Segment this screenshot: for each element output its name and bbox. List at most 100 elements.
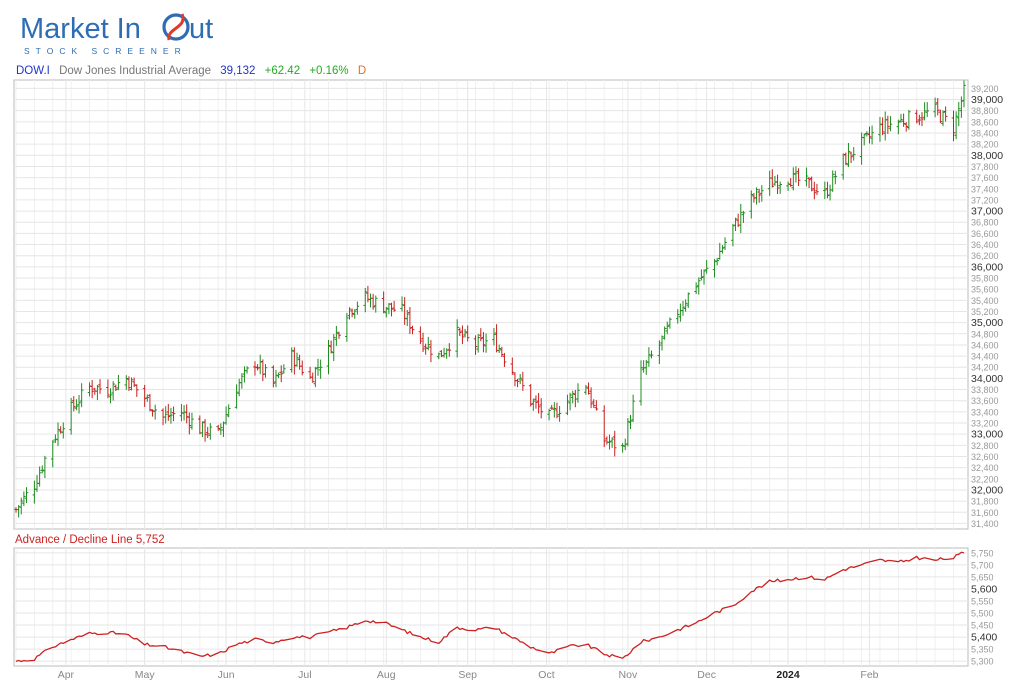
- ohlc-bar: [576, 383, 580, 403]
- ohlc-bar: [770, 169, 775, 188]
- ohlc-bar: [74, 399, 79, 411]
- ohlc-bar: [240, 373, 244, 389]
- ad-y-tick-label: 5,450: [971, 621, 994, 631]
- ohlc-bar: [497, 344, 501, 353]
- ohlc-bar: [392, 301, 396, 312]
- ohlc-bar: [723, 237, 727, 250]
- x-tick-label: Sep: [458, 669, 477, 681]
- ohlc-bar: [35, 474, 39, 492]
- price-y-tick-label: 36,800: [971, 218, 999, 228]
- ohlc-bar: [316, 358, 320, 376]
- ohlc-bar: [32, 480, 37, 504]
- ohlc-bar: [699, 269, 704, 281]
- ohlc-bar: [481, 332, 486, 353]
- price-y-tick-label: 39,000: [971, 94, 1003, 106]
- ohlc-bar: [573, 389, 578, 408]
- ohlc-bar: [549, 404, 554, 410]
- ohlc-bar: [623, 438, 628, 451]
- ohlc-bar: [494, 324, 499, 353]
- chart-header: DOW.I Dow Jones Industrial Average 39,13…: [16, 65, 372, 77]
- ohlc-bar: [366, 285, 370, 303]
- ohlc-bar: [408, 307, 412, 334]
- ohlc-bar: [19, 497, 24, 515]
- ohlc-bar: [458, 327, 462, 337]
- ohlc-bar: [518, 373, 522, 385]
- ohlc-bar: [442, 347, 446, 358]
- price-y-tick-label: 33,400: [971, 407, 999, 417]
- ohlc-bar: [647, 347, 651, 367]
- x-tick-label: Nov: [619, 669, 638, 681]
- ohlc-bar: [245, 366, 249, 374]
- ohlc-bar: [295, 352, 299, 367]
- ohlc-bar: [253, 361, 257, 376]
- ohlc-bar: [124, 375, 129, 390]
- ohlc-bar: [405, 310, 410, 327]
- ohlc-bar: [111, 381, 115, 401]
- ohlc-bar: [720, 245, 725, 254]
- ohlc-bar: [71, 396, 76, 412]
- ohlc-bar: [40, 465, 45, 474]
- ad-gridlines: [14, 548, 968, 666]
- ohlc-bar: [53, 434, 58, 443]
- ohlc-bar: [786, 181, 790, 192]
- ohlc-bar: [87, 382, 92, 397]
- x-tick-label: Feb: [860, 669, 878, 681]
- price-y-tick-label: 34,800: [971, 329, 999, 339]
- ohlc-bar: [547, 408, 551, 421]
- ohlc-bar: [347, 307, 352, 320]
- ohlc-bar: [224, 406, 228, 425]
- ohlc-bar: [515, 378, 520, 388]
- ohlc-bar: [198, 415, 202, 435]
- x-axis-labels: Apr May Jun Jul Aug Sep Oct Nov Dec 2024 Feb: [58, 669, 879, 681]
- ohlc-bar: [662, 326, 667, 340]
- ohlc-bar: [757, 188, 761, 203]
- period-indicator[interactable]: D: [357, 65, 367, 77]
- ohlc-bar: [901, 113, 906, 127]
- price-y-tick-label: 35,600: [971, 285, 999, 295]
- ohlc-bar: [741, 210, 746, 223]
- ohlc-bar: [704, 259, 709, 274]
- market-inout-logo[interactable]: Market In ut STOCK SCREENER: [20, 6, 230, 58]
- ohlc-bar: [439, 350, 444, 358]
- ohlc-bar: [171, 406, 176, 422]
- ohlc-bar: [274, 370, 278, 388]
- ohlc-bar: [355, 301, 360, 315]
- ohlc-bar: [759, 185, 764, 202]
- ohlc-bar: [237, 378, 242, 397]
- ohlc-bar: [536, 392, 541, 414]
- ticker-symbol[interactable]: DOW.I: [16, 65, 50, 77]
- price-chart-panel[interactable]: 31,40031,60031,80032,00032,20032,40032,6…: [13, 79, 1003, 530]
- ohlc-bar: [182, 405, 186, 421]
- ohlc-bar: [426, 336, 431, 351]
- ohlc-bar: [888, 116, 893, 132]
- ohlc-bar: [492, 328, 496, 346]
- x-tick-label: May: [135, 669, 156, 681]
- ohlc-bar: [825, 181, 830, 199]
- ohlc-bar: [50, 440, 55, 468]
- ohlc-bar: [90, 380, 94, 399]
- price-y-tick-label: 38,200: [971, 140, 999, 150]
- ohlc-bar: [400, 296, 404, 312]
- ohlc-bar: [570, 390, 575, 404]
- ohlc-bar: [920, 112, 924, 127]
- ohlc-bar: [586, 382, 591, 395]
- ohlc-bar: [276, 372, 281, 379]
- ohlc-bar: [555, 402, 559, 419]
- ohlc-bar: [846, 142, 851, 168]
- ohlc-bar: [310, 372, 315, 383]
- x-tick-label: Jun: [218, 669, 235, 681]
- ohlc-bar: [465, 325, 470, 342]
- ohlc-bar: [153, 404, 157, 420]
- ohlc-bar: [363, 287, 368, 313]
- ohlc-bar: [444, 348, 449, 359]
- ohlc-bar: [733, 217, 738, 232]
- ohlc-bar: [255, 364, 260, 371]
- ohlc-bar: [334, 325, 339, 346]
- ohlc-bar: [681, 300, 685, 316]
- ohlc-bar: [329, 340, 333, 354]
- price-y-tick-label: 33,200: [971, 419, 999, 429]
- ohlc-bar: [833, 170, 838, 185]
